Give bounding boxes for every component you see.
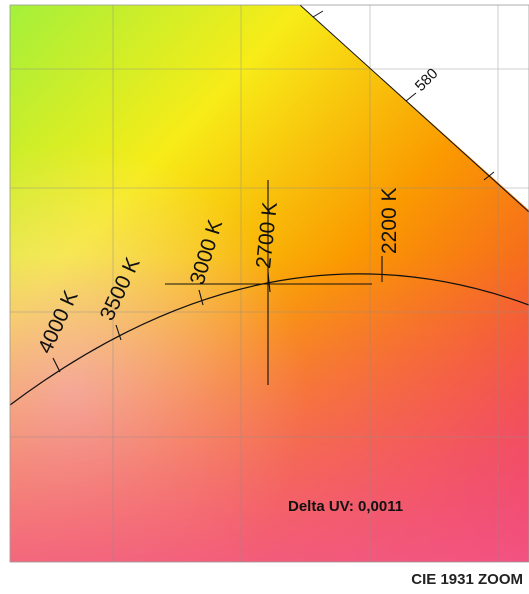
spectral-locus-edge — [299, 5, 529, 213]
wavelength-tick-3 — [483, 171, 495, 181]
isotherm-tick-3500k — [115, 324, 122, 341]
cct-label-2200k: 2200 K — [378, 187, 401, 254]
plot-frame — [9, 4, 529, 563]
wavelength-tick-1 — [312, 10, 324, 18]
diagram-caption: CIE 1931 ZOOM — [411, 571, 523, 588]
spectral-locus — [299, 5, 529, 213]
delta-uv-readout: Delta UV: 0,0011 — [288, 498, 403, 515]
measurement-crosshair — [165, 180, 372, 385]
grid-lines — [10, 5, 529, 562]
isotherm-tick-4000k — [52, 357, 61, 373]
plot-area: 4000 K 3500 K 3000 K 2700 K 2200 K 580 D… — [10, 5, 529, 562]
planckian-locus-curve — [10, 273, 529, 406]
wavelength-tick-580 — [405, 92, 417, 102]
isotherm-tick-3000k — [198, 289, 204, 306]
